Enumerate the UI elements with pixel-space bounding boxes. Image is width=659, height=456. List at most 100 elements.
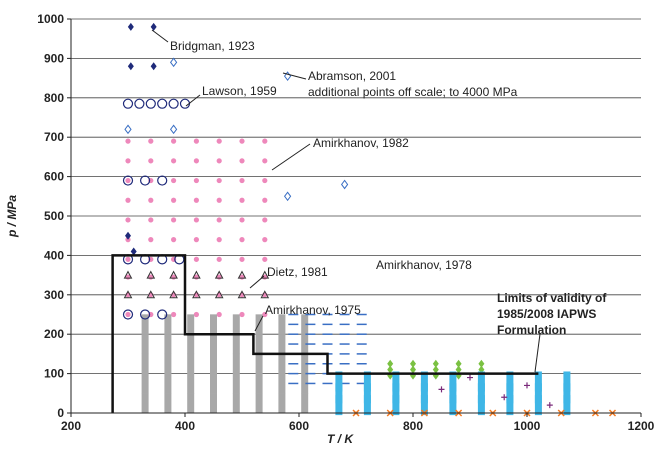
point — [506, 395, 514, 416]
point — [387, 359, 394, 368]
x-tick-label: 400 — [175, 419, 195, 433]
point — [169, 124, 178, 135]
point — [239, 197, 245, 203]
point — [477, 383, 485, 404]
point — [278, 373, 286, 394]
point — [232, 334, 240, 355]
point — [127, 62, 134, 71]
point — [124, 124, 132, 135]
point — [125, 138, 131, 144]
point — [146, 290, 156, 299]
point — [193, 237, 199, 243]
point — [278, 334, 286, 355]
point — [216, 138, 222, 144]
point — [164, 353, 172, 374]
point — [432, 365, 439, 374]
annotation: additional points off scale; to 4000 MPa — [308, 85, 518, 99]
point — [438, 386, 445, 393]
point — [301, 353, 309, 374]
point — [410, 365, 416, 374]
point — [148, 197, 154, 203]
point — [387, 365, 394, 374]
point — [262, 256, 268, 262]
point — [210, 373, 217, 394]
point — [134, 98, 145, 109]
point — [187, 314, 195, 335]
point — [239, 311, 245, 318]
point — [148, 237, 154, 243]
point — [546, 402, 553, 409]
point — [192, 290, 201, 299]
arrow — [254, 315, 264, 332]
point — [164, 314, 172, 335]
x-tick-label: 1000 — [514, 419, 541, 433]
point — [255, 373, 263, 394]
point — [216, 217, 222, 223]
arrow — [282, 72, 307, 80]
point — [171, 237, 177, 243]
point — [477, 371, 485, 392]
point — [506, 371, 514, 392]
point — [239, 237, 245, 243]
point — [187, 334, 195, 355]
point — [301, 373, 309, 394]
point — [501, 394, 508, 401]
annotation: Limits of validity of — [497, 291, 607, 305]
point — [455, 359, 462, 368]
annotation: Amirkhanov, 1982 — [313, 136, 409, 150]
point — [563, 383, 571, 404]
point — [141, 314, 149, 335]
annotation: Amirkhanov, 1975 — [265, 303, 361, 317]
point — [164, 334, 172, 355]
point — [125, 217, 131, 223]
point — [122, 98, 134, 109]
point — [148, 217, 154, 223]
point — [122, 175, 134, 186]
point — [193, 138, 199, 144]
arrow — [185, 94, 201, 107]
point — [216, 197, 222, 203]
point — [455, 365, 462, 374]
point — [141, 393, 149, 414]
point — [123, 290, 133, 299]
point — [449, 395, 457, 416]
point — [301, 334, 309, 355]
y-tick-label: 900 — [44, 51, 64, 65]
point — [237, 270, 247, 279]
point — [141, 334, 149, 355]
point — [449, 383, 457, 404]
point — [214, 270, 224, 279]
annotation: Dietz, 1981 — [267, 265, 328, 279]
y-tick-label: 700 — [44, 130, 64, 144]
point — [239, 177, 245, 184]
point — [141, 373, 149, 394]
point — [140, 175, 151, 186]
annotation: Lawson, 1959 — [202, 84, 277, 98]
point — [123, 270, 133, 279]
point — [262, 158, 268, 164]
point — [363, 395, 371, 416]
point — [171, 311, 177, 318]
x-tick-label: 600 — [289, 419, 309, 433]
point — [150, 22, 157, 31]
arrow — [249, 275, 265, 289]
annotation-arrows — [151, 29, 541, 373]
point — [193, 177, 199, 184]
point — [239, 217, 245, 223]
point — [239, 256, 245, 262]
point — [262, 311, 268, 318]
point — [278, 393, 286, 414]
point — [420, 383, 428, 404]
point — [216, 237, 222, 243]
point — [262, 138, 268, 144]
marks — [111, 22, 617, 417]
point — [157, 175, 168, 186]
point — [278, 353, 286, 374]
annotation: Bridgman, 1923 — [170, 39, 255, 53]
point — [262, 197, 268, 203]
point — [193, 311, 199, 318]
point — [125, 256, 131, 262]
point — [534, 383, 542, 404]
point — [363, 371, 371, 392]
